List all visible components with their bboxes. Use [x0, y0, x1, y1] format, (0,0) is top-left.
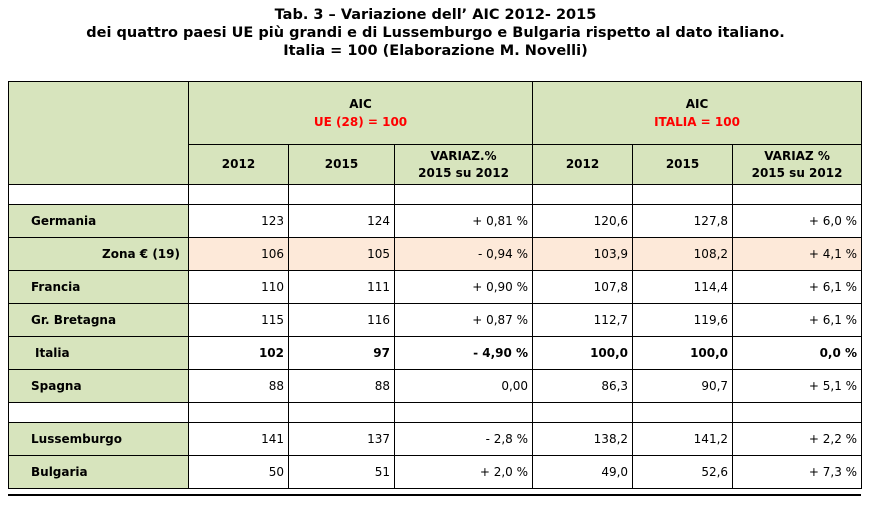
cell-ue-2015: 111	[288, 270, 395, 304]
cell-it-2015: 141,2	[632, 422, 734, 456]
cell-it-2015: 119,6	[632, 303, 734, 337]
row-name: Spagna	[8, 369, 189, 403]
caption-line-3: Italia = 100 (Elaborazione M. Novelli)	[283, 43, 588, 59]
col-header-it-variaz-line2: 2015 su 2012	[751, 165, 843, 180]
cell-ue-2012: 88	[188, 369, 289, 403]
cell-ue-var: 0,00	[393, 369, 534, 403]
bottom-rule	[8, 494, 861, 496]
col-header-ue-2012: 2012	[188, 144, 289, 185]
table-row-zona-euro: Zona € (19) 106 105 - 0,94 % 103,9 108,2…	[8, 237, 863, 271]
group-header-ue-label: AIC	[349, 97, 372, 111]
cell-it-var: + 6,0 %	[732, 204, 863, 238]
cell-ue-2012: 50	[188, 455, 289, 489]
cell-it-var: + 4,1 %	[732, 237, 863, 271]
cell-ue-2015: 124	[288, 204, 395, 238]
cell-ue-2012: 115	[188, 303, 289, 337]
cell-ue-var: + 0,81 %	[393, 204, 534, 238]
cell-it-2012: 49,0	[532, 455, 634, 489]
aic-table: AIC UE (28) = 100 AIC ITALIA = 100 2012 …	[8, 81, 863, 489]
group-header-italia-label: AIC	[685, 97, 709, 111]
cell-ue-2012: 106	[188, 237, 289, 271]
col-header-ue-2015: 2015	[288, 144, 395, 185]
cell-ue-2015: 97	[288, 336, 395, 370]
cell-it-var: 0,0 %	[732, 336, 863, 370]
col-header-it-variaz-line1: VARIAZ %	[764, 148, 830, 163]
row-name: Germania	[8, 204, 189, 238]
corner-cell	[8, 81, 189, 185]
cell-ue-2012: 102	[188, 336, 289, 370]
cell-ue-2015: 116	[288, 303, 395, 337]
row-name: Italia	[8, 336, 189, 370]
row-name: Zona € (19)	[8, 237, 189, 271]
cell-it-2015: 108,2	[632, 237, 734, 271]
group-header-italia-sub: ITALIA = 100	[654, 115, 740, 129]
table-row-germania: Germania 123 124 + 0,81 % 120,6 127,8 + …	[8, 204, 863, 238]
cell-ue-var: - 2,8 %	[393, 422, 534, 456]
table-row-francia: Francia 110 111 + 0,90 % 107,8 114,4 + 6…	[8, 270, 863, 304]
cell-it-var: + 2,2 %	[732, 422, 863, 456]
cell-ue-2015: 105	[288, 237, 395, 271]
cell-it-2015: 52,6	[632, 455, 734, 489]
spacer-row	[8, 402, 863, 423]
cell-ue-var: - 0,94 %	[393, 237, 534, 271]
group-header-ue-sub: UE (28) = 100	[313, 115, 408, 129]
table-row-bulgaria: Bulgaria 50 51 + 2,0 % 49,0 52,6 + 7,3 %	[8, 455, 863, 489]
col-header-it-2015: 2015	[632, 144, 734, 185]
group-header-ue: AIC UE (28) = 100	[187, 81, 534, 145]
cell-ue-2015: 88	[288, 369, 395, 403]
cell-ue-2012: 141	[188, 422, 289, 456]
cell-ue-2012: 110	[188, 270, 289, 304]
cell-it-2012: 100,0	[532, 336, 634, 370]
cell-it-2012: 86,3	[532, 369, 634, 403]
cell-it-2012: 138,2	[532, 422, 634, 456]
cell-it-2015: 127,8	[632, 204, 734, 238]
cell-ue-2015: 51	[288, 455, 395, 489]
group-header-italia: AIC ITALIA = 100	[532, 81, 863, 145]
cell-ue-var: + 0,90 %	[393, 270, 534, 304]
cell-it-2012: 112,7	[532, 303, 634, 337]
table-caption: Tab. 3 – Variazione dell’ AIC 2012- 2015…	[0, 6, 871, 60]
cell-it-2015: 90,7	[632, 369, 734, 403]
col-header-ue-variaz-line1: VARIAZ.%	[430, 148, 497, 163]
row-name: Gr. Bretagna	[8, 303, 189, 337]
row-name: Lussemburgo	[8, 422, 189, 456]
caption-line-2: dei quattro paesi UE più grandi e di Lus…	[86, 25, 785, 41]
cell-it-2012: 107,8	[532, 270, 634, 304]
table-row-italia: Italia 102 97 - 4,90 % 100,0 100,0 0,0 %	[8, 336, 863, 370]
col-header-it-variaz: VARIAZ % 2015 su 2012	[732, 144, 863, 185]
cell-it-var: + 6,1 %	[732, 303, 863, 337]
spacer-row	[8, 184, 863, 205]
cell-it-2015: 100,0	[632, 336, 734, 370]
row-name: Francia	[8, 270, 189, 304]
cell-it-var: + 7,3 %	[732, 455, 863, 489]
table-row-gr-bretagna: Gr. Bretagna 115 116 + 0,87 % 112,7 119,…	[8, 303, 863, 337]
table-row-spagna: Spagna 88 88 0,00 86,3 90,7 + 5,1 %	[8, 369, 863, 403]
cell-ue-var: + 2,0 %	[393, 455, 534, 489]
caption-line-1: Tab. 3 – Variazione dell’ AIC 2012- 2015	[274, 7, 597, 23]
col-header-ue-variaz-line2: 2015 su 2012	[418, 165, 509, 180]
cell-ue-2015: 137	[288, 422, 395, 456]
col-header-ue-variaz: VARIAZ.% 2015 su 2012	[393, 144, 534, 185]
cell-it-2012: 103,9	[532, 237, 634, 271]
cell-ue-var: - 4,90 %	[393, 336, 534, 370]
table-row-lussemburgo: Lussemburgo 141 137 - 2,8 % 138,2 141,2 …	[8, 422, 863, 456]
col-header-it-2012: 2012	[532, 144, 634, 185]
cell-it-2015: 114,4	[632, 270, 734, 304]
cell-it-var: + 5,1 %	[732, 369, 863, 403]
cell-ue-var: + 0,87 %	[393, 303, 534, 337]
cell-it-var: + 6,1 %	[732, 270, 863, 304]
cell-it-2012: 120,6	[532, 204, 634, 238]
cell-ue-2012: 123	[188, 204, 289, 238]
row-name: Bulgaria	[8, 455, 189, 489]
